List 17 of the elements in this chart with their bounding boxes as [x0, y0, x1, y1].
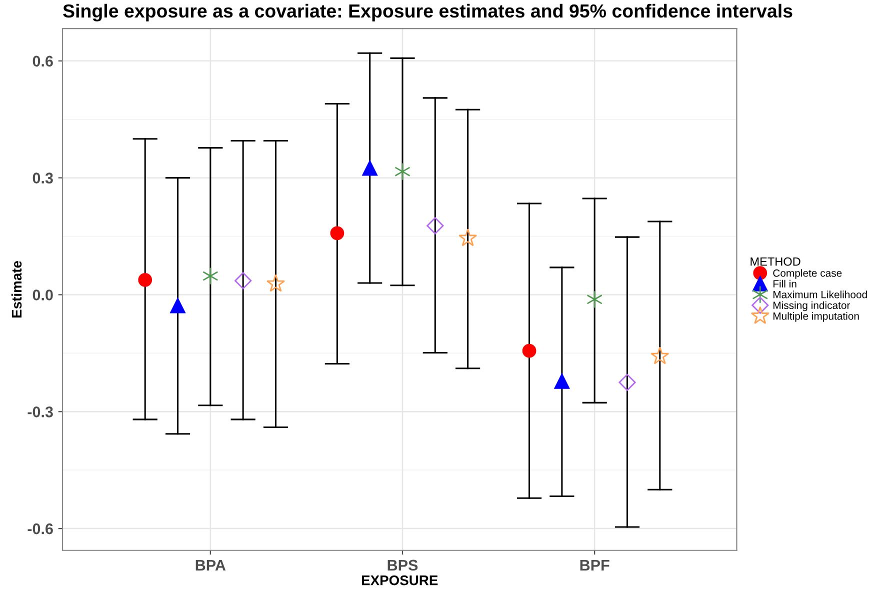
- y-tick-label: 0.0: [32, 290, 53, 300]
- legend-label: Multiple imputation: [773, 312, 859, 322]
- legend-label: Fill in: [773, 280, 796, 288]
- y-axis-title: Estimate: [11, 260, 22, 318]
- y-tick-label: -0.6: [28, 523, 53, 534]
- legend-label: Complete case: [773, 269, 842, 279]
- y-tick-label: -0.3: [28, 406, 53, 418]
- y-tick-label: 0.3: [32, 172, 53, 184]
- legend-label: Missing indicator: [773, 301, 850, 312]
- legend-label: Maximum Likelihood: [773, 290, 867, 298]
- y-tick-label: 0.6: [32, 56, 53, 67]
- x-tick-label: BPA: [196, 560, 226, 570]
- chart-title: Single exposure as a covariate: Exposure estimates and 95% confidence intervals: [63, 4, 792, 22]
- legend-title: METHOD: [750, 257, 800, 266]
- x-axis-title: EXPOSURE: [362, 575, 438, 586]
- x-tick-label: BPF: [580, 560, 610, 570]
- x-tick-label: BPS: [388, 560, 418, 571]
